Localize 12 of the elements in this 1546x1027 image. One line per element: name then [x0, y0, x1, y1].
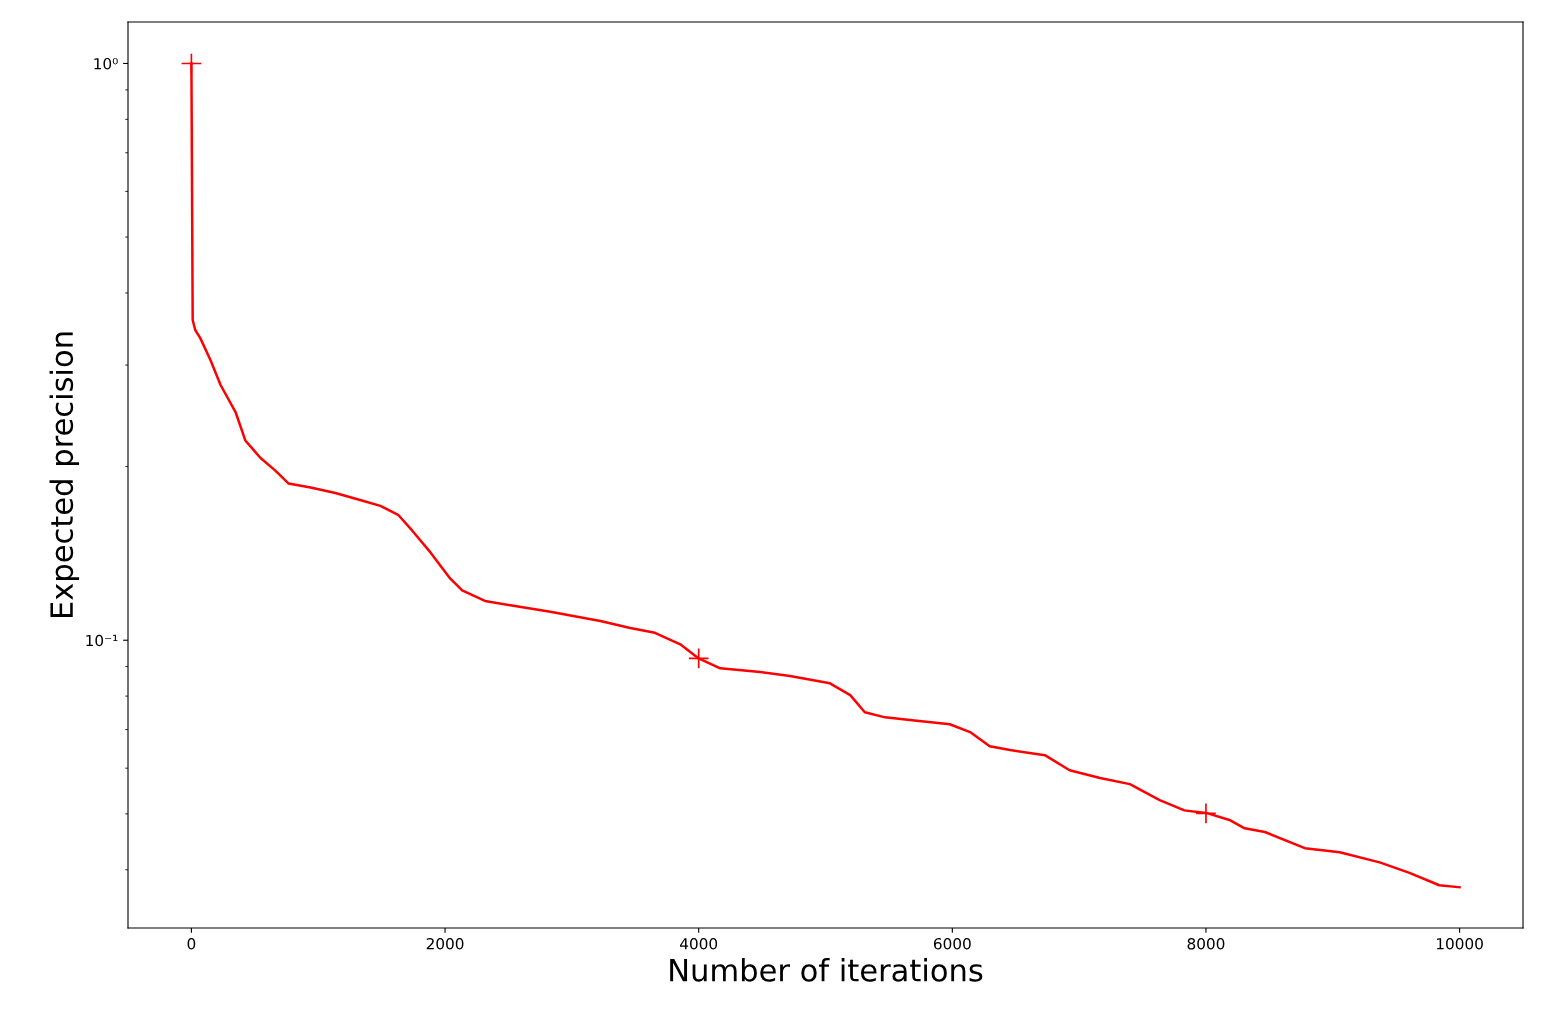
- point: [688, 647, 710, 670]
- y-tick-label: 10⁻¹: [86, 634, 118, 647]
- x-axis-title: Number of iterations: [670, 958, 983, 982]
- x-tick-label: 6000: [933, 937, 971, 950]
- x-tick-label: 2000: [426, 937, 464, 950]
- y-axis-title: Expected precision: [49, 332, 80, 618]
- x-tick-label: 4000: [679, 937, 718, 950]
- x-tick-label: 8000: [1187, 937, 1225, 950]
- y-tick-label: 10⁰: [94, 57, 118, 70]
- point: [1195, 802, 1217, 825]
- x-tick-label: 0: [187, 937, 196, 950]
- x-tick-label: 10000: [1436, 937, 1483, 950]
